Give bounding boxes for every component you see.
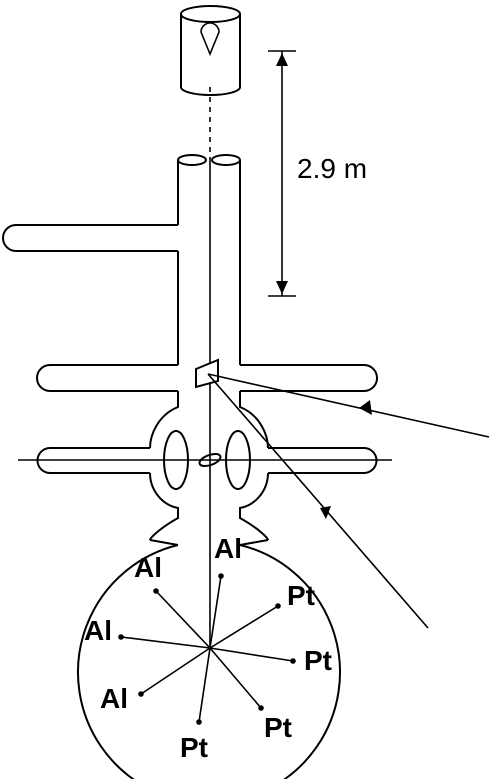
arm-pt-2-dot bbox=[290, 658, 296, 664]
arm-al-1 bbox=[209, 575, 222, 649]
height-label: 2.9 m bbox=[297, 153, 367, 184]
arm-pt-4-dot bbox=[196, 719, 202, 725]
junction-chamber bbox=[149, 391, 269, 541]
arm-pt-3-label: Pt bbox=[264, 712, 292, 743]
arm-al-3-dot bbox=[118, 634, 124, 640]
arm-pt-4-label: Pt bbox=[180, 732, 208, 763]
arm-al-4-label: Al bbox=[100, 683, 128, 714]
lower-cross-arms bbox=[18, 447, 392, 474]
height-dimension bbox=[268, 50, 296, 297]
bulb bbox=[77, 544, 341, 779]
arm-pt-1-dot bbox=[275, 603, 281, 609]
middle-cross-arms bbox=[36, 364, 378, 392]
arm-pt-2 bbox=[209, 647, 294, 662]
arm-pt-3 bbox=[209, 647, 262, 709]
arm-al-4 bbox=[140, 647, 211, 695]
arm-al-2 bbox=[155, 590, 211, 649]
small-mirror bbox=[198, 452, 222, 468]
arm-al-2-label: Al bbox=[134, 552, 162, 583]
light-rays bbox=[207, 373, 490, 629]
right-window bbox=[225, 430, 251, 490]
arm-al-3-label: Al bbox=[84, 615, 112, 646]
arm-al-1-dot bbox=[218, 573, 224, 579]
arm-al-3 bbox=[120, 636, 211, 649]
balance-arms: Al Al Al Al Pt Pt Pt Pt bbox=[84, 533, 332, 763]
arm-pt-1-label: Pt bbox=[287, 580, 315, 611]
upper-tube bbox=[177, 154, 241, 365]
arm-pt-3-dot bbox=[258, 705, 264, 711]
arm-pt-1 bbox=[209, 605, 279, 649]
arm-al-1-label: Al bbox=[214, 533, 242, 564]
left-window bbox=[163, 430, 189, 490]
arm-pt-4 bbox=[198, 647, 211, 723]
arm-al-4-dot bbox=[138, 691, 144, 697]
arm-al-2-dot bbox=[153, 588, 159, 594]
arm-pt-2-label: Pt bbox=[304, 645, 332, 676]
left-side-arm bbox=[2, 224, 178, 252]
suspension-holder bbox=[180, 5, 241, 96]
